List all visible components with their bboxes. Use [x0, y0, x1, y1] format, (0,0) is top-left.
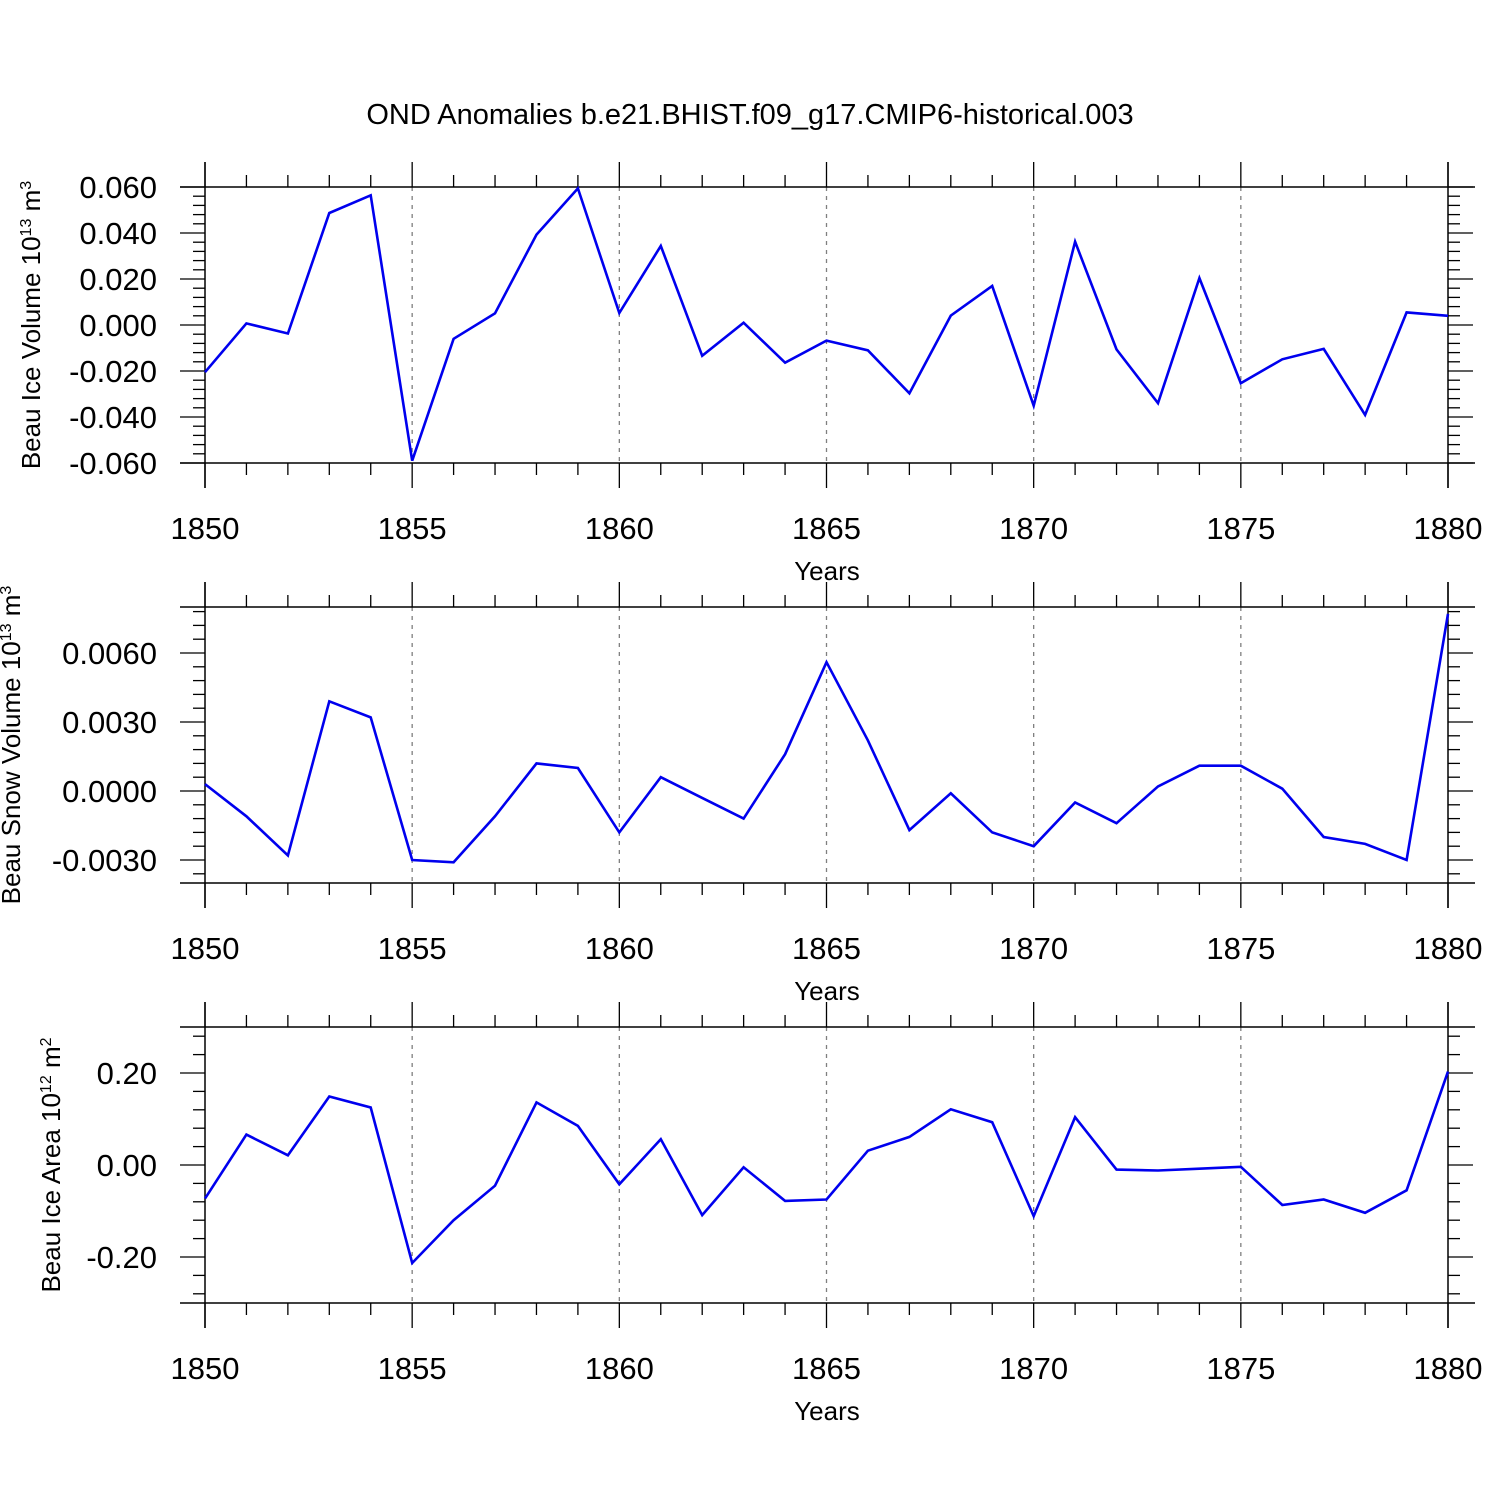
x-tick-label: 1870	[999, 1351, 1068, 1386]
x-tick-label: 1880	[1414, 931, 1483, 966]
x-tick-label: 1860	[585, 1351, 654, 1386]
x-tick-label: 1875	[1206, 931, 1275, 966]
series-line	[204, 185, 1449, 462]
y-tick-label: -0.060	[69, 446, 157, 481]
series-line	[204, 613, 1450, 864]
x-axis-label: Years	[794, 1396, 860, 1426]
x-axis-label: Years	[794, 976, 860, 1006]
y-tick-label: 0.0000	[62, 774, 157, 809]
y-axis-label: Beau Ice Volume 1013 m3	[16, 181, 46, 469]
y-tick-label: 0.20	[97, 1056, 157, 1091]
y-axis-label: Beau Ice Area 1012 m2	[36, 1037, 66, 1292]
x-tick-label: 1850	[171, 1351, 240, 1386]
x-tick-label: 1855	[378, 1351, 447, 1386]
x-tick-label: 1865	[792, 511, 861, 546]
x-tick-label: 1880	[1414, 1351, 1483, 1386]
x-tick-label: 1865	[792, 931, 861, 966]
panel-1: -0.060 -0.040 -0.020 0.000 0.020 0.040 0.060 18…	[16, 162, 1482, 586]
x-axis-label: Years	[794, 556, 860, 586]
y-tick-label: 0.060	[79, 170, 157, 205]
y-tick-label: 0.020	[79, 262, 157, 297]
y-tick-label: 0.0060	[62, 636, 157, 671]
y-tick-label: 0.00	[97, 1148, 157, 1183]
y-tick-label: -0.0030	[52, 843, 157, 878]
y-tick-label: -0.040	[69, 400, 157, 435]
x-tick-label: 1855	[378, 931, 447, 966]
x-tick-label: 1870	[999, 931, 1068, 966]
x-tick-label: 1875	[1206, 1351, 1275, 1386]
panel-3: -0.20 0.00 0.20 1850 1855 1860 1865 1870 1875 188…	[36, 1002, 1482, 1426]
x-tick-label: 1870	[999, 511, 1068, 546]
panel-2: -0.0030 0.0000 0.0030 0.0060 1850 1855 1860 186…	[0, 582, 1482, 1006]
y-tick-label: -0.020	[69, 354, 157, 389]
x-tick-label: 1875	[1206, 511, 1275, 546]
x-tick-label: 1860	[585, 931, 654, 966]
y-tick-label: 0.000	[79, 308, 157, 343]
y-axis-label: Beau Snow Volume 1013 m3	[0, 586, 26, 905]
x-tick-label: 1850	[171, 931, 240, 966]
y-tick-label: -0.20	[86, 1240, 157, 1275]
x-tick-label: 1865	[792, 1351, 861, 1386]
x-tick-label: 1850	[171, 511, 240, 546]
y-tick-label: 0.0030	[62, 705, 157, 740]
y-tick-label: 0.040	[79, 216, 157, 251]
x-tick-label: 1880	[1414, 511, 1483, 546]
chart-title: OND Anomalies b.e21.BHIST.f09_g17.CMIP6-…	[366, 99, 1133, 131]
series-line	[203, 1071, 1450, 1266]
x-tick-label: 1855	[378, 511, 447, 546]
x-tick-label: 1860	[585, 511, 654, 546]
